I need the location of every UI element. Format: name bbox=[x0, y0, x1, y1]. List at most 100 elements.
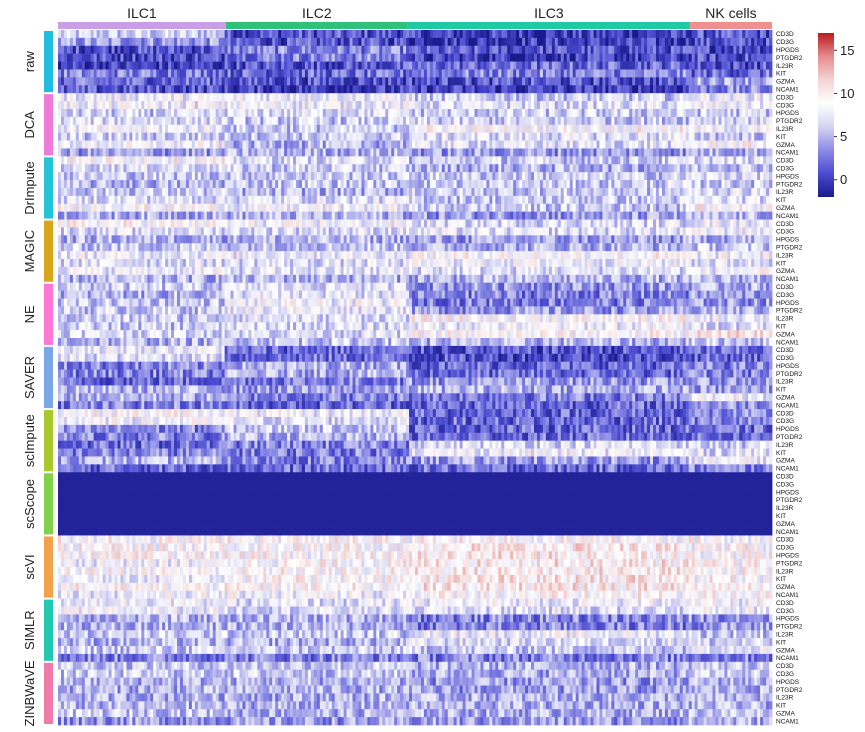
heatmap-cell bbox=[174, 116, 178, 126]
heatmap-cell bbox=[194, 30, 199, 39]
heatmap-cell bbox=[75, 61, 80, 70]
heatmap-cell bbox=[757, 53, 761, 62]
heatmap-cell bbox=[209, 61, 214, 70]
heatmap-cell bbox=[611, 164, 615, 173]
heatmap-cell bbox=[177, 124, 181, 133]
heatmap-cell bbox=[331, 93, 336, 102]
heatmap-cell bbox=[602, 101, 606, 110]
heatmap-cell bbox=[635, 116, 639, 126]
heatmap-cell bbox=[293, 148, 297, 157]
heatmap-cell bbox=[290, 77, 294, 86]
heatmap-cell bbox=[278, 93, 282, 102]
heatmap-cell bbox=[215, 93, 220, 102]
heatmap-cell bbox=[391, 148, 395, 157]
heatmap-cell bbox=[206, 77, 211, 86]
heatmap-cell bbox=[400, 164, 404, 173]
heatmap-cell bbox=[611, 45, 615, 54]
heatmap-cell bbox=[614, 124, 618, 133]
heatmap-cell bbox=[438, 132, 443, 141]
heatmap-cell bbox=[587, 93, 591, 102]
heatmap-cell bbox=[331, 45, 336, 54]
heatmap-cell bbox=[120, 37, 124, 47]
heatmap-cell bbox=[691, 85, 696, 94]
heatmap-cell bbox=[584, 164, 588, 173]
heatmap-cell bbox=[477, 37, 481, 47]
heatmap-cell bbox=[712, 69, 716, 78]
heatmap-cell bbox=[105, 53, 109, 62]
heatmap-cell bbox=[614, 93, 618, 102]
heatmap-cell bbox=[382, 37, 386, 47]
heatmap-cell bbox=[688, 108, 693, 118]
heatmap-cell bbox=[584, 53, 588, 62]
heatmap-cell bbox=[96, 45, 101, 54]
heatmap-cell bbox=[349, 124, 353, 133]
heatmap-cell bbox=[340, 132, 345, 141]
heatmap-cell bbox=[566, 124, 571, 133]
heatmap-cell bbox=[420, 77, 425, 86]
heatmap-cell bbox=[596, 156, 600, 165]
heatmap-cell bbox=[763, 45, 767, 54]
heatmap-cell bbox=[602, 108, 606, 118]
heatmap-cell bbox=[126, 101, 130, 110]
heatmap-cell bbox=[432, 116, 437, 126]
heatmap-cell bbox=[534, 77, 538, 86]
heatmap-cell bbox=[587, 53, 591, 62]
heatmap-cell bbox=[462, 140, 466, 149]
heatmap-cell bbox=[108, 69, 112, 78]
heatmap-cell bbox=[736, 124, 740, 133]
heatmap-cell bbox=[474, 93, 478, 102]
heatmap-cell bbox=[171, 140, 175, 149]
heatmap-cell bbox=[206, 148, 211, 157]
heatmap-cell bbox=[763, 148, 767, 157]
heatmap-cell bbox=[135, 61, 139, 70]
heatmap-cell bbox=[391, 187, 395, 197]
heatmap-cell bbox=[742, 124, 746, 133]
heatmap-cell bbox=[617, 37, 621, 47]
heatmap-cell bbox=[174, 108, 178, 118]
heatmap-cell bbox=[87, 30, 92, 39]
heatmap-cell bbox=[81, 77, 86, 86]
heatmap-cell bbox=[245, 124, 249, 133]
heatmap-cell bbox=[141, 93, 145, 102]
heatmap-cell bbox=[664, 172, 669, 181]
heatmap-cell bbox=[224, 116, 228, 126]
heatmap-cell bbox=[739, 61, 743, 70]
heatmap-cell bbox=[293, 45, 297, 54]
heatmap-cell bbox=[617, 172, 621, 181]
heatmap-cell bbox=[706, 148, 710, 157]
heatmap-cell bbox=[307, 69, 312, 78]
heatmap-cell bbox=[90, 148, 95, 157]
heatmap-cell bbox=[560, 30, 565, 39]
heatmap-cell bbox=[590, 116, 594, 126]
heatmap-cell bbox=[670, 140, 675, 149]
heatmap-cell bbox=[66, 116, 71, 126]
heatmap-cell bbox=[471, 140, 475, 149]
heatmap-cell bbox=[486, 148, 490, 157]
heatmap-cell bbox=[417, 187, 422, 197]
heatmap-cell bbox=[590, 132, 594, 141]
heatmap-cell bbox=[96, 37, 101, 47]
heatmap-cell bbox=[316, 187, 321, 197]
heatmap-cell bbox=[370, 69, 374, 78]
heatmap-cell bbox=[114, 101, 118, 110]
heatmap-cell bbox=[174, 85, 178, 94]
heatmap-cell bbox=[769, 172, 773, 181]
heatmap-cell bbox=[397, 61, 401, 70]
heatmap-cell bbox=[81, 140, 86, 149]
heatmap-cell bbox=[156, 132, 160, 141]
heatmap-cell bbox=[548, 124, 553, 133]
heatmap-cell bbox=[578, 37, 583, 47]
heatmap-cell bbox=[727, 77, 731, 86]
heatmap-cell bbox=[450, 85, 455, 94]
heatmap-cell bbox=[575, 108, 580, 118]
heatmap-cell bbox=[435, 116, 440, 126]
heatmap-cell bbox=[504, 156, 508, 165]
heatmap-cell bbox=[507, 164, 511, 173]
heatmap-cell bbox=[614, 148, 618, 157]
heatmap-cell bbox=[188, 53, 193, 62]
heatmap-cell bbox=[69, 101, 74, 110]
heatmap-cell bbox=[281, 172, 285, 181]
heatmap-cell bbox=[522, 148, 526, 157]
heatmap-cell bbox=[177, 187, 181, 197]
heatmap-cell bbox=[260, 187, 264, 197]
